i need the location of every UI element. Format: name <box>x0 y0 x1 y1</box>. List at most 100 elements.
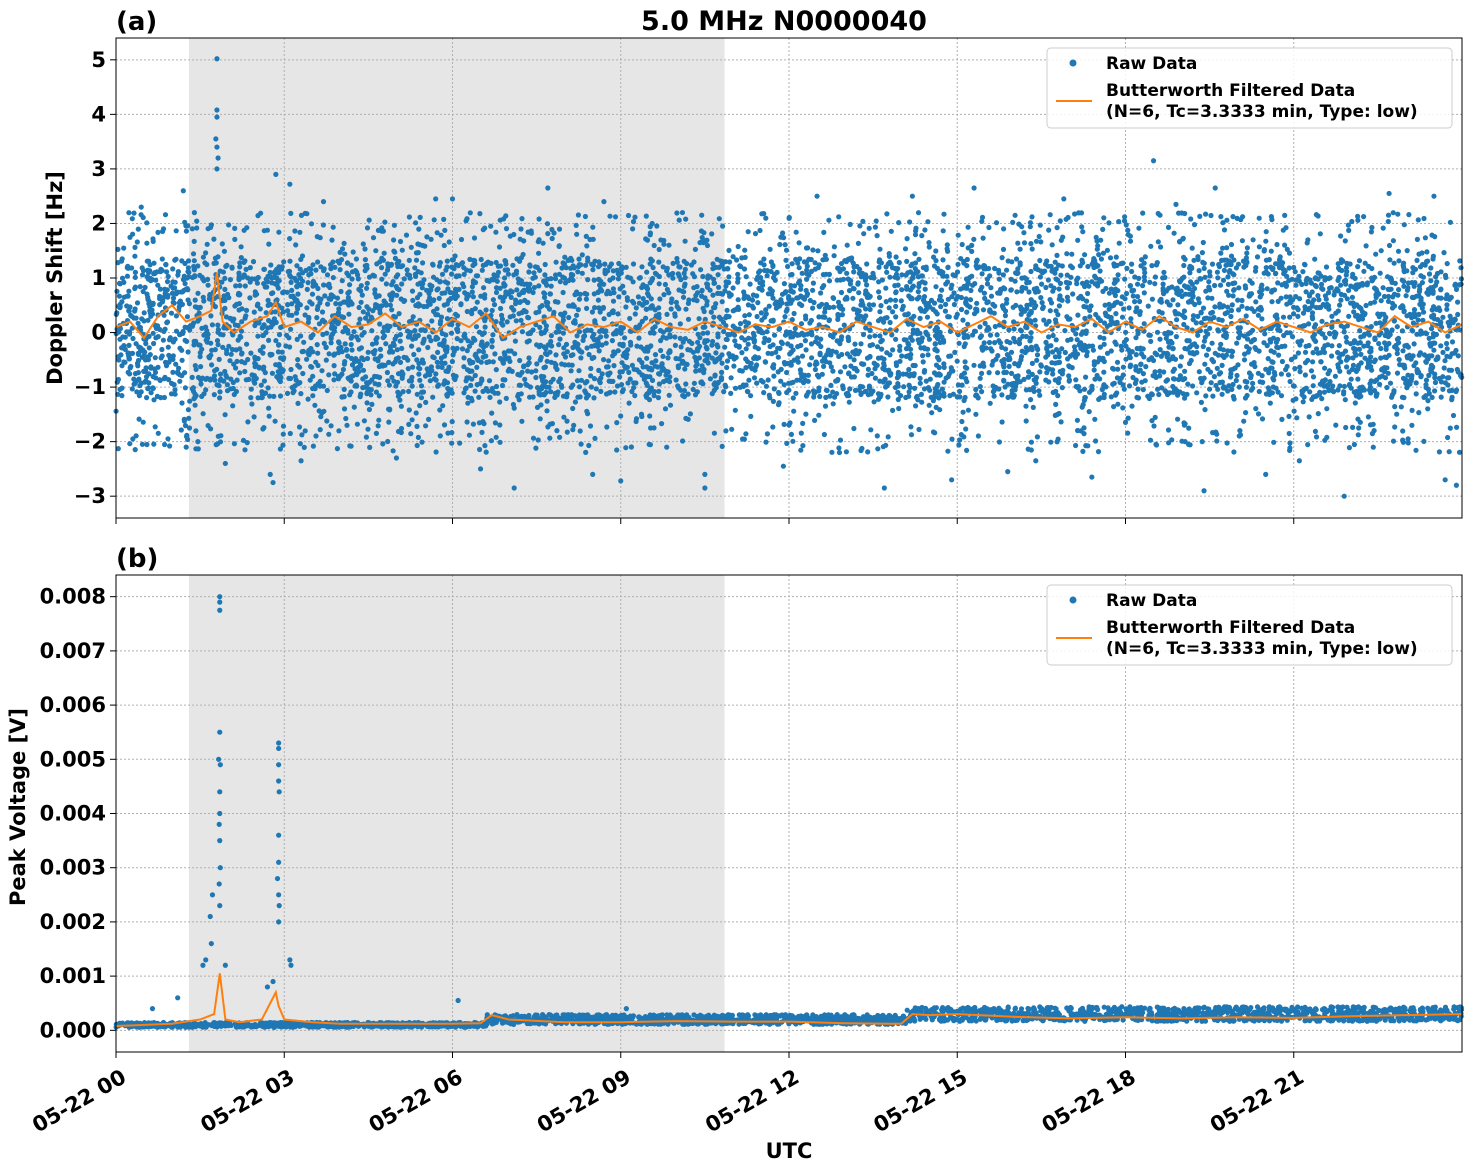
raw-data-point <box>1394 370 1401 376</box>
raw-data-point <box>1218 341 1224 347</box>
raw-data-point <box>418 280 424 287</box>
raw-data-point <box>620 283 626 289</box>
raw-data-point <box>1364 364 1370 370</box>
raw-data-point <box>932 390 938 396</box>
raw-data-point <box>907 384 913 391</box>
raw-data-point <box>364 280 370 286</box>
raw-data-point <box>412 265 418 271</box>
raw-data-point <box>321 282 327 288</box>
raw-data-point <box>834 378 841 384</box>
raw-data-point <box>119 275 126 281</box>
raw-data-point <box>1075 312 1081 318</box>
raw-data-point <box>1007 356 1013 362</box>
raw-data-point <box>816 374 822 380</box>
raw-data-point <box>1181 262 1187 269</box>
raw-data-point <box>1349 294 1355 300</box>
raw-data-point <box>1399 328 1405 334</box>
raw-data-point <box>1149 296 1155 302</box>
raw-data-point <box>945 264 951 270</box>
raw-data-point <box>909 284 916 290</box>
raw-data-point <box>119 385 125 391</box>
raw-data-point <box>1289 334 1296 340</box>
raw-data-point <box>561 345 567 351</box>
raw-data-point <box>632 311 638 317</box>
raw-data-point <box>584 305 590 311</box>
raw-data-point <box>620 387 626 393</box>
raw-data-point <box>278 324 284 330</box>
raw-data-point <box>616 294 622 300</box>
raw-data-point <box>778 339 785 345</box>
raw-data-point <box>150 330 156 336</box>
raw-data-point <box>417 366 423 372</box>
raw-data-point <box>685 316 692 322</box>
raw-data-point <box>945 296 951 302</box>
raw-data-point <box>497 355 503 362</box>
raw-data-point <box>212 347 218 353</box>
raw-data-point <box>842 258 848 264</box>
raw-data-point <box>1196 268 1202 274</box>
raw-data-point <box>892 297 899 303</box>
raw-data-point <box>868 274 874 281</box>
raw-data-point <box>1306 321 1312 327</box>
raw-data-point <box>1300 323 1307 329</box>
raw-data-point <box>837 268 843 275</box>
raw-data-point <box>788 283 794 289</box>
raw-data-point <box>161 394 167 401</box>
raw-data-point <box>1256 388 1262 395</box>
raw-data-point <box>968 287 974 294</box>
raw-data-point <box>349 301 355 307</box>
raw-data-point <box>941 393 947 399</box>
raw-data-point <box>1377 270 1383 276</box>
raw-data-point <box>1297 364 1303 370</box>
raw-data-point <box>1253 299 1259 305</box>
raw-data-point <box>143 374 150 380</box>
raw-data-point <box>1445 319 1451 326</box>
raw-data-point <box>1190 293 1196 299</box>
raw-data-point <box>804 259 810 265</box>
raw-data-point <box>986 370 992 376</box>
raw-data-point <box>235 322 241 329</box>
raw-data-point <box>418 383 425 389</box>
raw-data-point <box>1401 283 1407 289</box>
raw-data-point <box>480 388 486 394</box>
raw-data-point <box>695 339 701 345</box>
raw-data-point <box>1166 302 1172 308</box>
raw-data-point <box>816 385 822 391</box>
raw-data-point <box>619 382 625 388</box>
raw-data-point <box>1305 298 1311 305</box>
raw-data-point <box>409 383 415 389</box>
raw-data-point <box>471 257 477 263</box>
raw-data-point <box>588 384 595 390</box>
raw-data-point <box>1297 296 1303 302</box>
raw-data-point <box>1458 276 1464 282</box>
raw-data-point <box>526 288 532 294</box>
raw-data-point <box>366 389 372 395</box>
raw-data-point <box>383 281 389 287</box>
raw-data-point <box>265 385 271 391</box>
raw-data-point <box>1216 261 1222 268</box>
raw-data-point <box>623 304 629 310</box>
raw-data-point <box>530 289 536 296</box>
raw-data-point <box>1338 359 1344 365</box>
raw-data-point <box>493 367 499 373</box>
raw-data-point <box>1273 261 1279 267</box>
raw-data-point <box>152 270 158 276</box>
raw-data-point <box>1083 374 1089 380</box>
raw-data-point <box>719 360 725 366</box>
raw-data-point <box>700 273 706 280</box>
raw-data-point <box>711 280 717 286</box>
raw-data-point <box>870 302 877 308</box>
raw-data-point <box>992 303 998 309</box>
raw-data-point <box>1302 349 1309 355</box>
raw-data-point <box>486 378 493 384</box>
raw-data-point <box>781 281 788 287</box>
raw-data-point <box>300 370 306 377</box>
raw-data-point <box>1195 332 1201 338</box>
raw-data-point <box>937 372 943 378</box>
raw-data-point <box>693 363 699 369</box>
raw-data-point <box>177 378 183 384</box>
raw-data-point <box>360 367 367 373</box>
raw-data-point <box>283 343 289 349</box>
raw-data-point <box>1135 281 1141 287</box>
raw-data-point <box>482 324 488 330</box>
